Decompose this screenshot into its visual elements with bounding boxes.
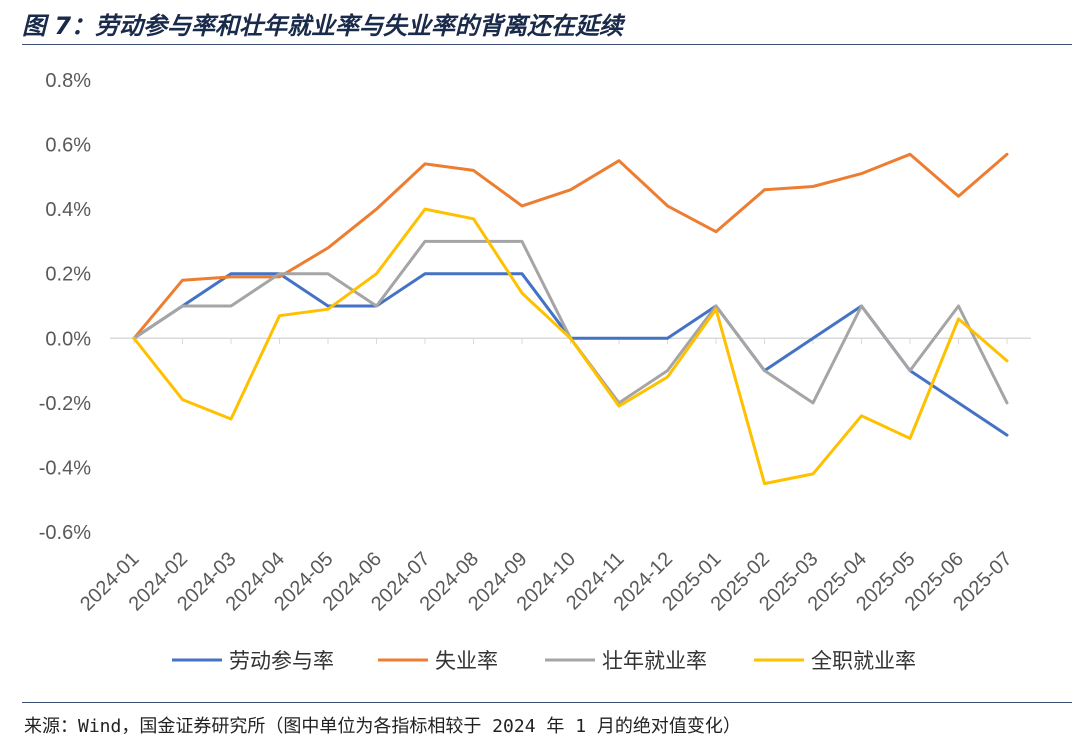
legend-label-2: 失业率 <box>435 649 498 673</box>
legend: 劳动参与率 失业率 壮年就业率 全职就业率 <box>172 649 916 673</box>
source-note: 来源：Wind，国金证券研究所（图中单位为各指标相较于 2024 年 1 月的绝… <box>24 716 741 737</box>
series-line-2 <box>132 152 1009 340</box>
y-tick-label: -0.2% <box>39 393 91 415</box>
chart-title: 图 7：劳动参与率和壮年就业率与失业率的背离还在延续 <box>22 12 624 40</box>
y-tick-label: 0.4% <box>45 199 91 221</box>
bottom-divider <box>22 702 1072 703</box>
legend-label-3: 壮年就业率 <box>602 649 707 673</box>
legend-label-1: 劳动参与率 <box>229 649 334 673</box>
legend-label-4: 全职就业率 <box>811 649 916 673</box>
y-tick-label: -0.4% <box>39 457 91 479</box>
line-chart: 0.8%0.6%0.4%0.2%0.0%-0.2%-0.4%-0.6%2024-… <box>39 70 1031 673</box>
top-divider <box>22 44 1072 45</box>
y-tick-label: 0.6% <box>45 135 91 157</box>
axes: 0.8%0.6%0.4%0.2%0.0%-0.2%-0.4%-0.6%2024-… <box>39 70 1031 615</box>
y-tick-label: 0.2% <box>45 264 91 286</box>
y-tick-label: 0.0% <box>45 328 91 350</box>
y-tick-label: -0.6% <box>39 522 91 544</box>
series-line-1 <box>132 272 1009 437</box>
y-tick-label: 0.8% <box>45 70 91 92</box>
series-line-3 <box>132 239 1009 405</box>
series-lines <box>132 152 1009 486</box>
series-line-4 <box>132 207 1009 486</box>
